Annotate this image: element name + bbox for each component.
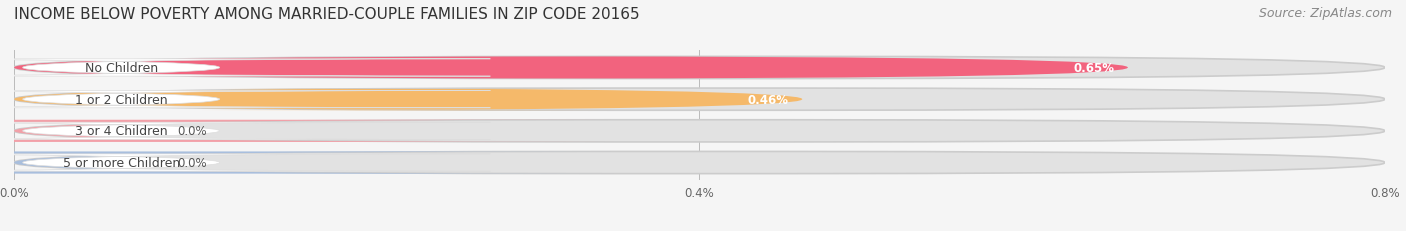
Text: No Children: No Children — [84, 62, 157, 75]
Text: 0.65%: 0.65% — [1073, 62, 1114, 75]
Text: 0.0%: 0.0% — [177, 125, 207, 138]
FancyBboxPatch shape — [14, 89, 1385, 111]
Text: INCOME BELOW POVERTY AMONG MARRIED-COUPLE FAMILIES IN ZIP CODE 20165: INCOME BELOW POVERTY AMONG MARRIED-COUPL… — [14, 7, 640, 22]
FancyBboxPatch shape — [14, 57, 1128, 79]
FancyBboxPatch shape — [14, 120, 1385, 142]
Text: Source: ZipAtlas.com: Source: ZipAtlas.com — [1258, 7, 1392, 20]
Text: 0.46%: 0.46% — [748, 93, 789, 106]
FancyBboxPatch shape — [0, 91, 491, 108]
FancyBboxPatch shape — [0, 60, 491, 77]
Text: 5 or more Children: 5 or more Children — [62, 156, 180, 169]
FancyBboxPatch shape — [0, 120, 614, 142]
FancyBboxPatch shape — [14, 89, 803, 111]
FancyBboxPatch shape — [0, 123, 491, 140]
Text: 3 or 4 Children: 3 or 4 Children — [75, 125, 167, 138]
Text: 0.0%: 0.0% — [177, 156, 207, 169]
FancyBboxPatch shape — [0, 152, 614, 174]
Text: 1 or 2 Children: 1 or 2 Children — [75, 93, 167, 106]
FancyBboxPatch shape — [14, 57, 1385, 79]
FancyBboxPatch shape — [0, 154, 491, 171]
FancyBboxPatch shape — [14, 152, 1385, 174]
